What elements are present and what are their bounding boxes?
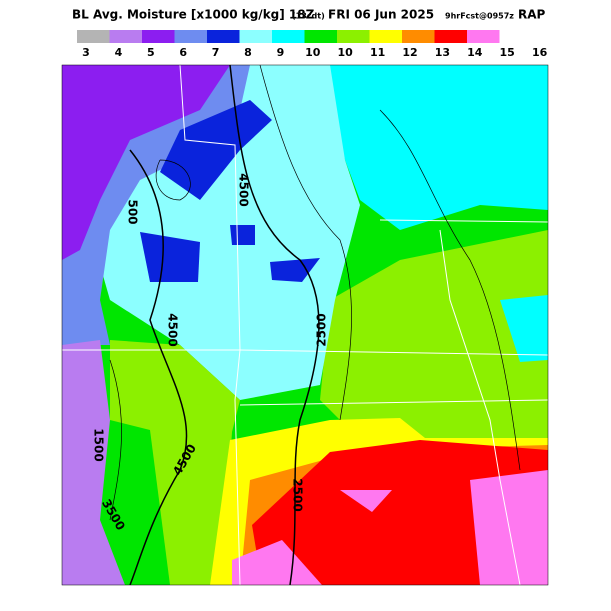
contour <box>229 65 320 585</box>
legend-swatch <box>467 30 500 43</box>
legend-swatch <box>272 30 305 43</box>
field <box>140 232 200 282</box>
field <box>62 340 125 585</box>
field <box>150 430 232 585</box>
legend-swatch <box>174 30 207 43</box>
field <box>230 225 255 245</box>
legend-label: 4 <box>115 46 123 59</box>
borders <box>62 65 548 585</box>
contour <box>109 359 122 521</box>
legend-swatch <box>109 30 142 43</box>
legend-swatch <box>77 30 110 43</box>
legend-label: 8 <box>244 46 252 59</box>
legend-swatch <box>239 30 272 43</box>
contours <box>109 65 521 585</box>
legend-swatch <box>337 30 370 43</box>
contour-label: 2500 <box>291 478 305 511</box>
contour-label: 1500 <box>92 428 106 461</box>
field <box>300 65 548 230</box>
contour-label: 4500 <box>166 313 180 346</box>
contour <box>379 109 521 471</box>
title: BL Avg. Moisture [x1000 kg/kg] 18Z <box>72 8 315 22</box>
border <box>179 65 241 585</box>
legend-swatch <box>142 30 175 43</box>
model: RAP <box>518 8 546 22</box>
legend-label: 14 <box>467 46 483 59</box>
map-frame <box>61 64 549 586</box>
contour-label: 2500 <box>315 313 329 346</box>
legend-label: 11 <box>370 46 385 59</box>
contour <box>155 159 191 201</box>
local-time: (13cdt) <box>292 12 325 21</box>
border <box>379 219 548 223</box>
field <box>110 340 240 440</box>
field <box>232 540 322 585</box>
field <box>320 230 548 450</box>
contour-label: 500 <box>126 199 140 224</box>
border <box>62 349 548 356</box>
field <box>500 295 548 362</box>
color-legend: 3 4 5 6 7 8 9 10 10 11 12 13 14 15 16 <box>77 30 548 59</box>
field <box>270 258 320 282</box>
legend-swatch <box>207 30 240 43</box>
legend-swatch <box>304 30 337 43</box>
legend-swatch <box>369 30 402 43</box>
legend-label: 10 <box>338 46 354 59</box>
legend-swatch <box>402 30 435 43</box>
legend-label: 7 <box>212 46 220 59</box>
field <box>62 65 230 260</box>
legend-label: 9 <box>277 46 285 59</box>
border <box>239 399 548 406</box>
legend-label: 10 <box>305 46 321 59</box>
legend-label: 6 <box>179 46 187 59</box>
contour-label: 4500 <box>237 173 251 206</box>
legend-label: 3 <box>82 46 90 59</box>
contour <box>259 65 352 421</box>
date: FRI 06 Jun 2025 <box>328 8 434 22</box>
legend-label: 5 <box>147 46 155 59</box>
contour <box>129 149 188 585</box>
forecast: 9hrFcst@0957z <box>445 12 514 21</box>
legend-swatch <box>434 30 467 43</box>
legend-label: 15 <box>500 46 515 59</box>
legend-label: 16 <box>532 46 548 59</box>
field <box>252 440 548 585</box>
legend-label: 12 <box>402 46 417 59</box>
legend-label: 13 <box>435 46 450 59</box>
border <box>439 229 521 585</box>
field <box>340 490 392 512</box>
